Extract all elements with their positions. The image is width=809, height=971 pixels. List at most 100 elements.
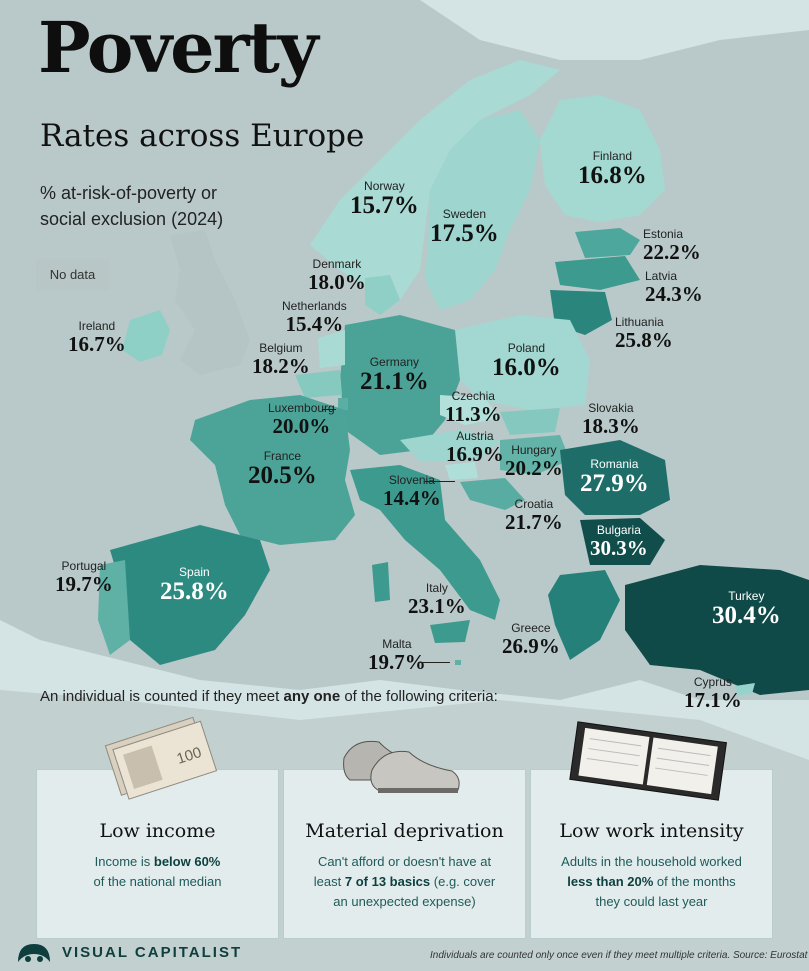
- label-france: France 20.5%: [248, 450, 317, 489]
- country-value: 14.4%: [383, 485, 441, 510]
- country-portugal: [98, 560, 130, 655]
- country-value: 26.9%: [502, 633, 560, 658]
- country-value: 16.7%: [68, 331, 126, 356]
- country-value: 11.3%: [445, 401, 502, 426]
- country-name: Austria: [456, 429, 494, 443]
- country-luxembourg: [338, 398, 348, 410]
- country-value: 17.5%: [430, 219, 499, 247]
- page-subtitle: Rates across Europe: [40, 118, 365, 154]
- brand-name: VISUAL CAPITALIST: [62, 944, 243, 961]
- country-turkey: [625, 565, 809, 695]
- country-name: Greece: [511, 621, 551, 635]
- country-name: Luxembourg: [268, 401, 335, 415]
- criteria-card-low-income: 100 Low income Income is below 60% of the…: [36, 716, 279, 939]
- label-ireland: Ireland 16.7%: [68, 320, 126, 355]
- desc-part: Adults in the household worked: [561, 854, 742, 869]
- desc-part: Income is: [94, 854, 154, 869]
- country-netherlands: [318, 330, 345, 368]
- label-lithuania: Lithuania 25.8%: [615, 316, 673, 351]
- country-name: Norway: [364, 179, 405, 193]
- country-name: Romania: [590, 457, 639, 471]
- country-value: 20.2%: [505, 455, 563, 480]
- country-romania: [560, 440, 670, 515]
- country-value: 18.3%: [582, 413, 640, 438]
- country-name: Portugal: [61, 559, 107, 573]
- country-name: Czechia: [451, 389, 495, 403]
- label-portugal: Portugal 19.7%: [55, 560, 113, 595]
- desc-part: least: [313, 874, 345, 889]
- country-hungary: [500, 435, 570, 475]
- label-sweden: Sweden 17.5%: [430, 208, 499, 247]
- country-austria: [400, 430, 500, 462]
- criteria-card-low-work-intensity: Low work intensity Adults in the househo…: [530, 721, 773, 939]
- country-name: Turkey: [728, 589, 765, 603]
- country-value: 20.5%: [248, 461, 317, 489]
- country-name: Croatia: [514, 497, 554, 511]
- measure-line-2: social exclusion (2024): [40, 209, 224, 229]
- country-italy: [350, 465, 500, 620]
- label-estonia: Estonia 22.2%: [643, 228, 701, 263]
- leader-line-slovenia: [425, 481, 455, 482]
- label-malta: Malta 19.7%: [368, 638, 426, 673]
- country-value: 30.4%: [712, 601, 781, 629]
- country-france: [190, 395, 355, 545]
- desc-emphasis: below 60%: [153, 854, 221, 869]
- measure-description: % at-risk-of-poverty or social exclusion…: [40, 180, 270, 232]
- country-latvia: [555, 256, 640, 290]
- country-bulgaria: [580, 518, 665, 565]
- label-cyprus: Cyprus 17.1%: [684, 676, 742, 711]
- label-czechia: Czechia 11.3%: [445, 390, 502, 425]
- country-value: 21.7%: [505, 509, 563, 534]
- no-data-legend: No data: [36, 259, 109, 290]
- country-slovakia: [500, 408, 560, 435]
- country-name: Hungary: [511, 443, 557, 457]
- shoes-icon: [343, 740, 460, 793]
- label-finland: Finland 16.8%: [578, 150, 647, 189]
- country-name: Ireland: [78, 319, 116, 333]
- country-name: Germany: [369, 355, 420, 369]
- label-germany: Germany 21.1%: [360, 356, 429, 395]
- country-germany: [340, 315, 460, 455]
- card-description: Can't afford or doesn't have at least 7 o…: [298, 852, 511, 912]
- country-value: 19.7%: [55, 571, 113, 596]
- country-name: Lithuania: [615, 315, 664, 329]
- card-description: Adults in the household worked less than …: [545, 852, 758, 912]
- label-austria: Austria 16.9%: [446, 430, 504, 465]
- country-cyprus: [735, 683, 755, 695]
- country-finland: [540, 95, 665, 222]
- leader-line-malta: [420, 662, 450, 663]
- page-title: Poverty: [38, 6, 319, 89]
- footnote: Individuals are counted only once even i…: [430, 950, 808, 961]
- country-name: Sweden: [442, 207, 487, 221]
- label-italy: Italy 23.1%: [408, 582, 466, 617]
- country-czechia: [440, 395, 500, 425]
- country-value: 24.3%: [645, 281, 703, 306]
- country-value: 23.1%: [408, 593, 466, 618]
- country-value: 19.7%: [368, 649, 426, 674]
- label-slovakia: Slovakia 18.3%: [582, 402, 640, 437]
- country-uk: [170, 230, 250, 375]
- country-value: 16.0%: [492, 353, 561, 381]
- card-title: Low income: [99, 820, 216, 842]
- lead-text: An individual is counted if they meet: [40, 688, 284, 705]
- country-name: Latvia: [645, 269, 678, 283]
- country-poland: [455, 315, 590, 410]
- criteria-card-material-deprivation: Material deprivation Can't afford or doe…: [283, 740, 526, 939]
- country-estonia: [575, 228, 640, 258]
- country-name: Poland: [507, 341, 546, 355]
- country-value: 30.3%: [590, 535, 648, 560]
- label-norway: Norway 15.7%: [350, 180, 419, 219]
- country-greece: [548, 570, 620, 660]
- country-malta: [455, 660, 461, 665]
- card-description: Income is below 60% of the national media…: [51, 852, 264, 892]
- card-title: Material deprivation: [305, 820, 504, 842]
- desc-emphasis: 7 of 13 basics: [344, 874, 431, 889]
- country-belgium: [295, 370, 342, 398]
- label-greece: Greece 26.9%: [502, 622, 560, 657]
- country-value: 16.9%: [446, 441, 504, 466]
- label-hungary: Hungary 20.2%: [505, 444, 563, 479]
- country-name: France: [263, 449, 302, 463]
- desc-part: an unexpected expense): [333, 894, 476, 909]
- label-poland: Poland 16.0%: [492, 342, 561, 381]
